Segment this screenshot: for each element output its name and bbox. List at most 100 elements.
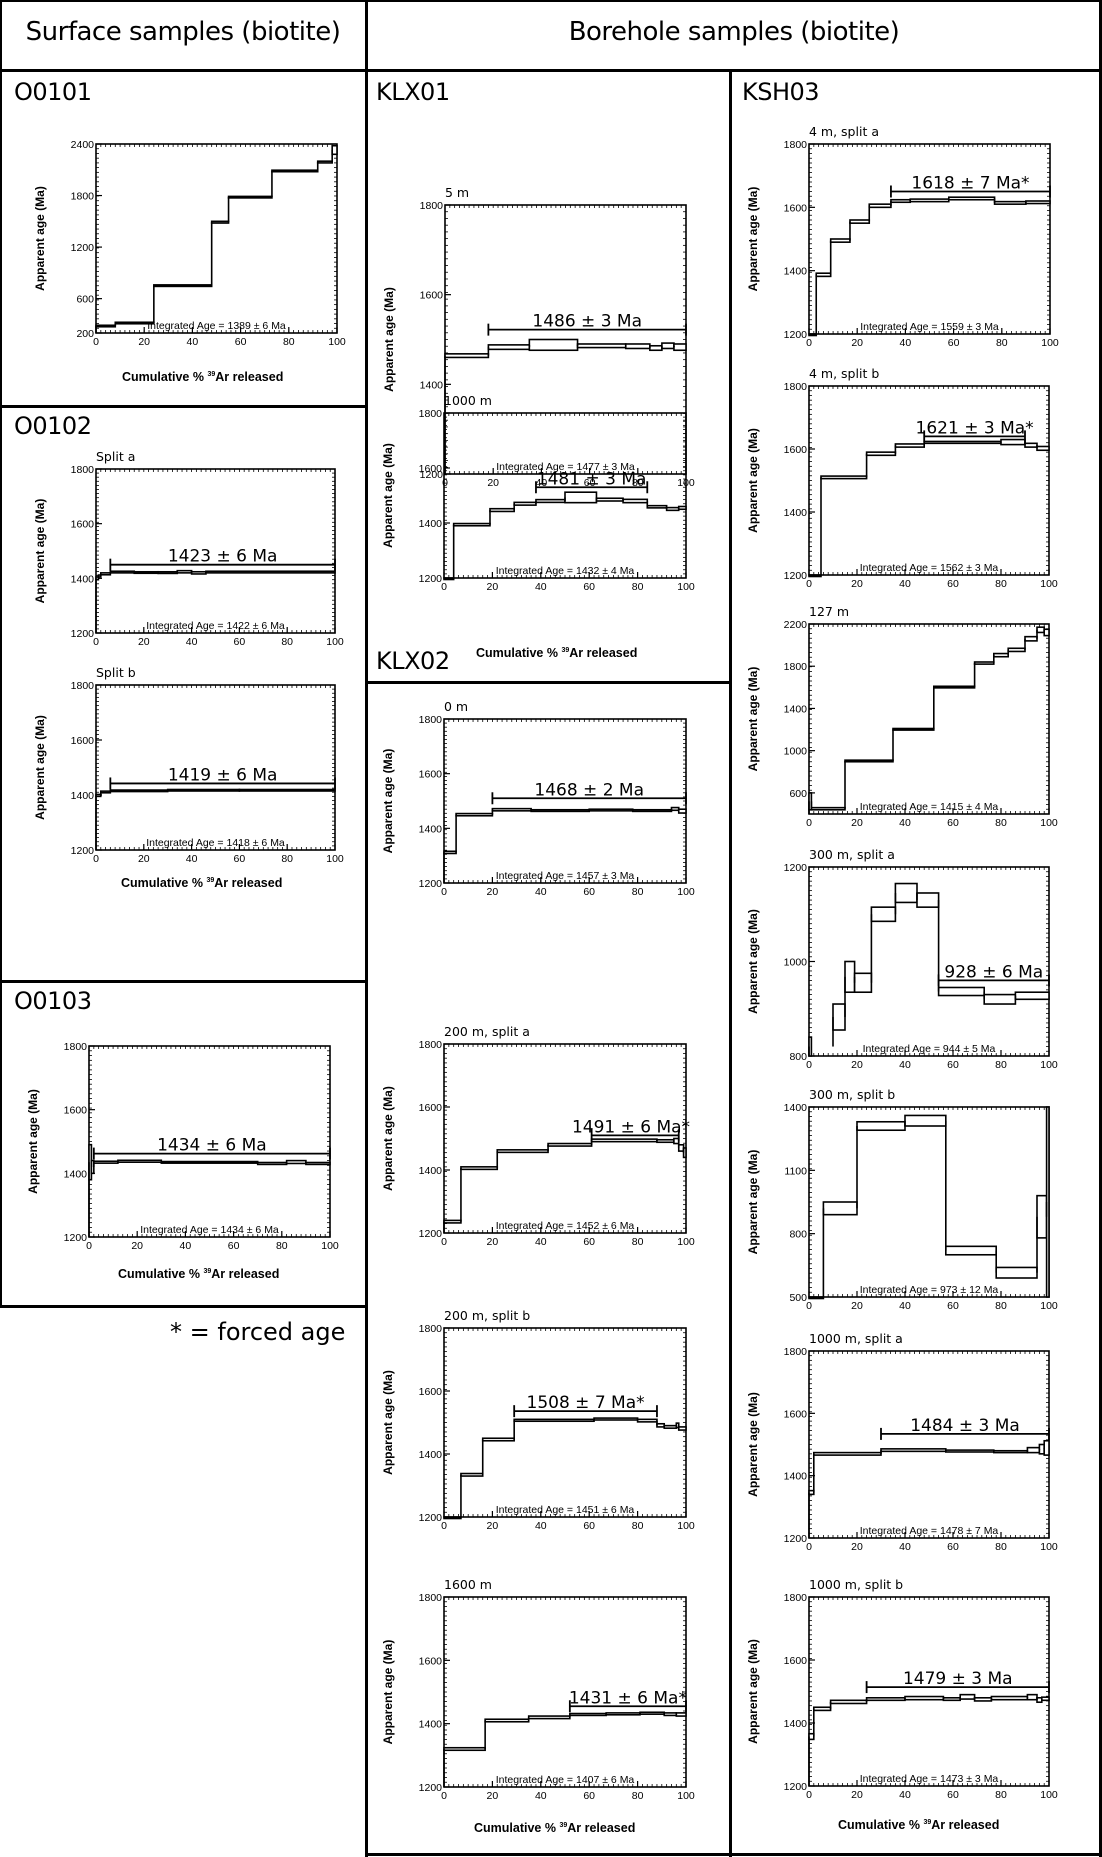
chart-title: 5 m [445,185,469,200]
y-tick-label: 1600 [71,519,95,531]
x-tick-label: 100 [677,1520,695,1532]
y-tick-label: 200 [76,328,94,340]
y-tick-label: 1800 [419,1592,443,1604]
y-tick-label: 1400 [419,1165,443,1177]
plateau-age-label: 1423 ± 6 Ma [168,547,278,567]
x-tick-label: 80 [996,337,1008,349]
x-tick-label: 80 [995,1059,1007,1071]
x-tick-label: 80 [995,1541,1007,1553]
y-tick-label: 1200 [71,845,95,857]
step-box [639,1711,666,1715]
x-tick-label: 60 [947,1541,959,1553]
borehole-samples-header: Borehole samples (biotite) [568,17,900,47]
y-tick-label: 1200 [419,878,443,890]
x-tick-label: 0 [806,578,812,590]
divider-o0101-o0102 [0,405,366,408]
step-box [808,792,813,811]
y-tick-label: 1800 [419,1323,443,1335]
y-tick-label: 1400 [784,703,808,715]
y-tick-label: 1400 [64,1168,88,1180]
step-box [853,972,873,994]
y-tick-label: 1400 [419,518,443,530]
integrated-age-label: Integrated Age = 1451 ± 6 Ma [496,1504,635,1516]
step-box [271,169,319,173]
y-axis-label: Apparent age (Ma) [381,749,395,854]
integrated-age-label: Integrated Age = 1562 ± 3 Ma [860,562,999,574]
x-tick-label: 0 [86,1240,92,1252]
step-box [631,808,673,813]
step-box [822,1201,858,1216]
x-tick-label: 80 [632,886,644,898]
step-box [990,1695,1029,1701]
y-tick-label: 1400 [71,573,95,585]
step-box [455,812,494,817]
x-tick-label: 60 [948,337,960,349]
y-tick-label: 500 [789,1292,807,1304]
x-tick-label: 0 [441,1520,447,1532]
step-box [1000,438,1026,446]
step-box [868,203,892,209]
step-box [316,160,333,164]
plateau-age-label: 1484 ± 3 Ma [910,1416,1020,1436]
step-box [481,1437,515,1442]
y-tick-label: 1400 [71,790,95,802]
step-box [460,1166,499,1171]
x-tick-label: 60 [947,817,959,829]
chart-o0102-split-b: Split b Apparent age (Ma) 1200 1400 1600 1800… [26,663,355,877]
y-tick-label: 1200 [784,329,808,341]
x-tick-label: 40 [899,1059,911,1071]
step-box [160,1160,259,1164]
integrated-age-label: Integrated Age = 1477 ± 3 Ma [496,461,635,473]
x-axis-title-ksh03: Cumulative % 39Ar released [838,1818,1000,1832]
x-axis-title-klx02: Cumulative % 39Ar released [474,1821,636,1835]
x-tick-label: 0 [93,853,99,865]
x-tick-label: 0 [441,1236,447,1248]
x-tick-label: 20 [851,1789,863,1801]
y-tick-label: 800 [789,1051,807,1063]
x-tick-label: 80 [995,1789,1007,1801]
step-box [569,1712,607,1717]
y-tick-label: 1800 [419,408,443,420]
y-tick-label: 1600 [784,202,808,214]
x-axis-title-o0102: Cumulative % 39Ar released [121,876,283,890]
step-box [443,1219,462,1224]
x-tick-label: 100 [1040,1789,1058,1801]
integrated-age-label: Integrated Age = 1422 ± 6 Ma [146,620,285,632]
y-tick-label: 1400 [784,1471,808,1483]
y-tick-label: 1200 [784,862,808,874]
y-tick-label: 1600 [420,290,444,302]
y-tick-label: 1800 [784,1346,808,1358]
x-tick-label: 100 [328,336,346,348]
step-box [993,1449,1029,1454]
x-tick-label: 20 [851,1541,863,1553]
plot-frame [808,385,1050,576]
x-tick-label: 60 [947,1300,959,1312]
step-box [894,882,918,904]
y-tick-label: 1200 [784,570,808,582]
step-box [1025,200,1051,205]
step-box [909,198,950,203]
y-tick-label: 1200 [419,1512,443,1524]
y-tick-label: 600 [76,294,94,306]
step-box [487,344,531,351]
step-box [670,806,680,812]
y-tick-label: 1200 [71,628,95,640]
step-box [443,1746,486,1752]
x-tick-label: 40 [899,1541,911,1553]
y-axis-label: Apparent age (Ma) [746,1392,760,1497]
step-box [564,491,598,504]
chart-klx01-5m: 5 m Apparent age (Ma) 1200 1400 1600 1800 0 20 4… [375,183,706,501]
integrated-age-label: Integrated Age = 1457 ± 3 Ma [496,870,635,882]
step-box [656,1138,675,1144]
step-box [595,497,624,502]
x-tick-label: 80 [995,1300,1007,1312]
sample-label-ksh03: KSH03 [742,78,820,106]
x-tick-label: 80 [995,817,1007,829]
step-box [947,196,996,201]
x-tick-label: 0 [806,1541,812,1553]
step-box [808,333,818,337]
x-tick-label: 40 [899,1789,911,1801]
x-tick-label: 100 [326,636,344,648]
step-box [983,993,1017,1005]
step-box [856,1120,906,1132]
